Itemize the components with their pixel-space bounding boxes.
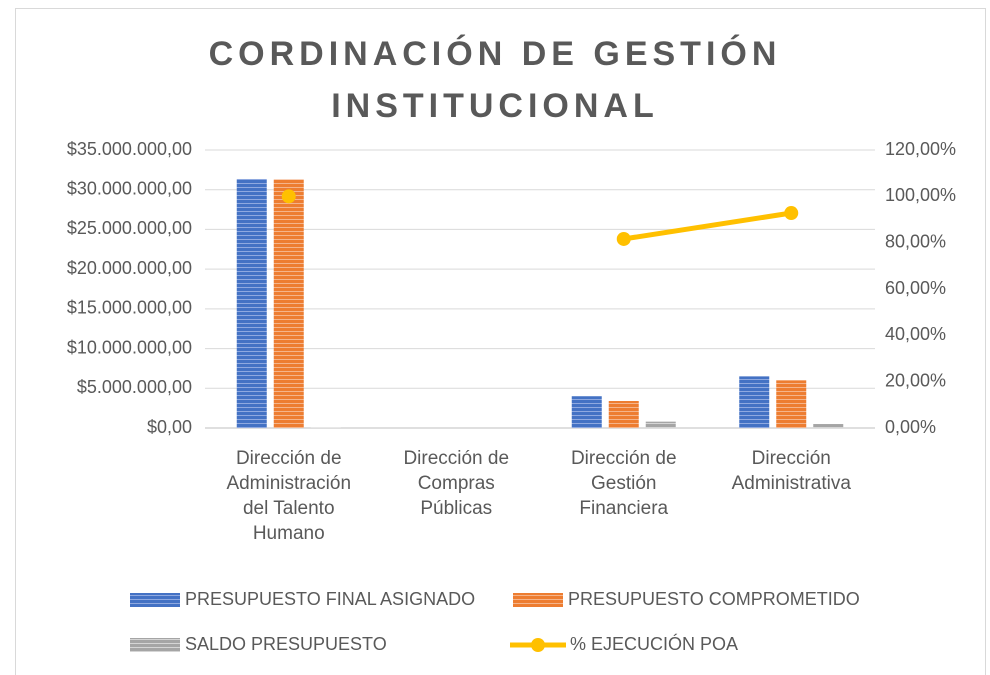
y-tick-label: $5.000.000,00 bbox=[77, 377, 192, 397]
legend-label: PRESUPUESTO FINAL ASIGNADO bbox=[185, 589, 475, 609]
legend-swatch bbox=[130, 593, 180, 607]
y-tick-label: $10.000.000,00 bbox=[67, 337, 192, 357]
y-tick-label: $0,00 bbox=[147, 417, 192, 437]
line bbox=[623, 210, 792, 242]
line-marker bbox=[281, 189, 296, 204]
x-tick-label: Dirección de Compras Públicas bbox=[403, 448, 510, 519]
y2-tick-label: 100,00% bbox=[885, 185, 956, 205]
legend-label: SALDO PRESUPUESTO bbox=[185, 634, 387, 654]
y2-tick-label: 0,00% bbox=[885, 417, 936, 437]
y2-tick-label: 20,00% bbox=[885, 370, 946, 390]
line-marker bbox=[616, 231, 631, 246]
bar bbox=[608, 400, 639, 428]
y2-tick-label: 40,00% bbox=[885, 324, 946, 344]
bar bbox=[776, 380, 807, 428]
bar bbox=[571, 396, 602, 428]
y-tick-label: $20.000.000,00 bbox=[67, 258, 192, 278]
y-tick-label: $15.000.000,00 bbox=[67, 298, 192, 318]
bar bbox=[739, 376, 770, 428]
legend-label: % EJECUCIÓN POA bbox=[570, 633, 738, 654]
y-tick-label: $30.000.000,00 bbox=[67, 178, 192, 198]
bar bbox=[236, 178, 267, 428]
bar bbox=[273, 179, 304, 428]
y2-tick-label: 60,00% bbox=[885, 278, 946, 298]
y-tick-label: $35.000.000,00 bbox=[67, 139, 192, 159]
line-marker bbox=[784, 206, 799, 221]
bar bbox=[645, 421, 676, 428]
bar bbox=[813, 424, 844, 428]
legend-swatch bbox=[513, 593, 563, 607]
y2-tick-label: 120,00% bbox=[885, 139, 956, 159]
y-tick-label: $25.000.000,00 bbox=[67, 218, 192, 238]
y2-tick-label: 80,00% bbox=[885, 231, 946, 251]
chart-title: CORDINACIÓN DE GESTIÓN INSTITUCIONAL bbox=[208, 35, 782, 125]
chart-border bbox=[15, 8, 986, 675]
x-tick-label: Dirección de Administración del Talento … bbox=[226, 448, 352, 544]
x-tick-label: Dirección de Gestión Financiera bbox=[570, 448, 677, 519]
x-tick-label: Dirección Administrativa bbox=[731, 448, 851, 494]
legend-swatch bbox=[130, 638, 180, 652]
legend-marker bbox=[531, 638, 545, 652]
legend-label: PRESUPUESTO COMPROMETIDO bbox=[568, 589, 860, 609]
